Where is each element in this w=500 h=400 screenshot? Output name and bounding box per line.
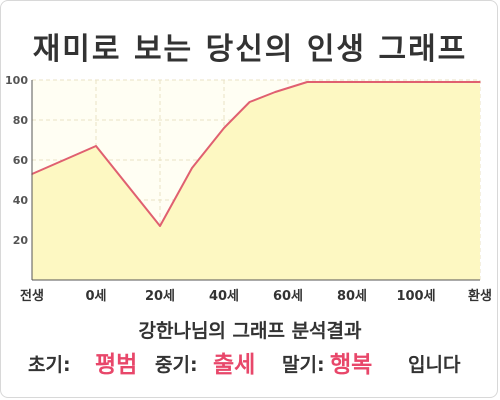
late-phase-value: 행복: [330, 352, 373, 378]
x-tick-label: 100세: [396, 289, 435, 304]
x-tick-label: 20세: [145, 289, 175, 304]
analysis-summary: 강한나님의 그래프 분석결과: [138, 320, 362, 342]
data-point: [479, 81, 481, 83]
y-tick-label: 80: [13, 114, 29, 127]
x-tick-label: 60세: [273, 289, 303, 304]
data-point: [223, 127, 225, 129]
mid-phase-value: 출세: [213, 352, 256, 378]
x-tick-label: 80세: [337, 289, 367, 304]
closing-text: 입니다: [408, 354, 461, 376]
data-point: [159, 225, 161, 227]
data-point: [274, 91, 277, 93]
x-tick-label: 환생: [468, 288, 492, 304]
data-point: [191, 167, 193, 169]
y-tick-label: 40: [13, 194, 29, 207]
mid-phase-label: 중기:: [155, 354, 198, 376]
data-point: [306, 81, 309, 83]
early-phase-value: 평범: [95, 352, 138, 378]
series-area: [32, 82, 480, 280]
x-tick-label: 40세: [209, 289, 239, 304]
y-tick-label: 60: [13, 154, 29, 167]
life-graph-chart: 20 40 60 80 100 전생 0세 20세 40세 60세 80세 100세 환생: [5, 74, 492, 304]
data-point: [248, 101, 251, 103]
early-phase-label: 초기:: [28, 354, 71, 376]
phase-result-line: 초기: 평범 중기: 출세 말기: 행복 입니다: [0, 348, 500, 382]
data-point: [351, 81, 353, 83]
y-tick-label: 20: [13, 234, 29, 247]
data-point: [95, 145, 97, 147]
data-point: [415, 81, 417, 83]
x-tick-label: 0세: [85, 289, 106, 304]
page-title: 재미로 보는 당신의 인생 그래프: [32, 32, 468, 67]
late-phase-label: 말기:: [282, 354, 325, 376]
x-tick-label: 전생: [20, 288, 44, 304]
y-tick-label: 100: [5, 74, 28, 87]
